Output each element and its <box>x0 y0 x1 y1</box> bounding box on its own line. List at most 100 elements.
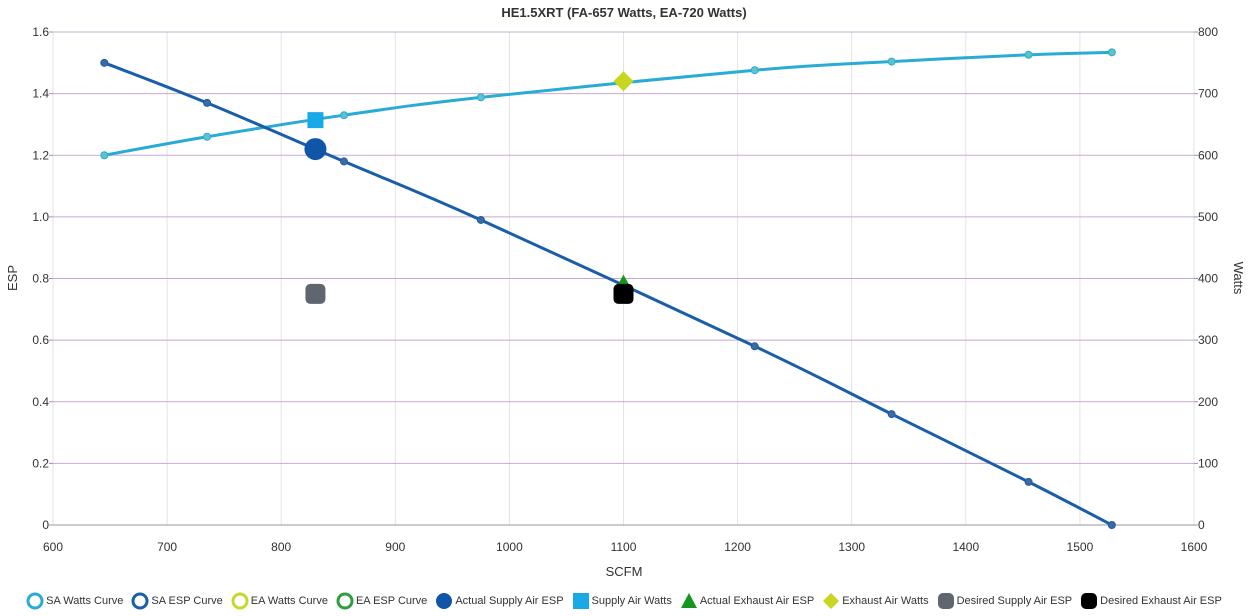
legend-label: Supply Air Watts <box>591 595 672 607</box>
y-left-tick-label: 0.2 <box>32 456 49 470</box>
x-tick-label: 1500 <box>1067 540 1094 554</box>
sa-esp-curve-point <box>887 410 896 419</box>
y-left-tick-label: 0.6 <box>32 333 49 347</box>
exhaust-air-watts-marker <box>823 593 840 609</box>
sa-watts-curve-line <box>104 50 1112 157</box>
legend-line-icon <box>131 592 149 610</box>
legend-swatch-sa-watts-curve <box>26 592 44 610</box>
x-tick-label: 1000 <box>496 540 523 554</box>
y-right-tick-label: 500 <box>1198 210 1218 224</box>
desired-exhaust-air-esp-marker <box>613 283 634 304</box>
y-right-tick-label: 700 <box>1198 87 1218 101</box>
x-tick-label: 1100 <box>611 540 637 554</box>
y-right-tick-label: 800 <box>1198 25 1218 39</box>
legend-item-sa-esp-curve[interactable]: SA ESP Curve <box>131 592 223 610</box>
legend-line-icon <box>336 592 354 610</box>
y-left-tick-label: 0 <box>42 518 49 532</box>
legend-item-desired-exhaust-air-esp[interactable]: Desired Exhaust Air ESP <box>1080 592 1222 610</box>
legend-item-desired-supply-air-esp[interactable]: Desired Supply Air ESP <box>937 592 1073 610</box>
sa-esp-curve-point <box>1107 521 1116 529</box>
series-points <box>100 48 1116 529</box>
y-right-axis-title: Watts <box>1231 262 1246 295</box>
legend-item-actual-supply-air-esp[interactable]: Actual Supply Air ESP <box>435 592 564 610</box>
chart-title: HE1.5XRT (FA-657 Watts, EA-720 Watts) <box>501 5 746 20</box>
grid-lines <box>52 31 1195 526</box>
y-left-tick-label: 1.0 <box>32 210 49 224</box>
legend-item-actual-exhaust-air-esp[interactable]: Actual Exhaust Air ESP <box>680 592 814 610</box>
legend-label: Actual Supply Air ESP <box>455 595 564 607</box>
sa-esp-curve-point <box>100 58 109 67</box>
desired-supply-air-esp-marker <box>305 283 326 304</box>
legend-label: EA ESP Curve <box>355 595 428 607</box>
y-left-tick-label: 0.8 <box>32 272 49 286</box>
y-left-axis-title: ESP <box>5 265 20 291</box>
x-tick-label: 900 <box>385 540 405 554</box>
sa-watts-curve-point <box>476 93 485 102</box>
legend-item-supply-air-watts[interactable]: Supply Air Watts <box>572 592 672 610</box>
sa-watts-curve-point <box>1024 50 1033 59</box>
chart-canvas: HE1.5XRT (FA-657 Watts, EA-720 Watts) 60… <box>5 5 1246 579</box>
legend-swatch-exhaust-air-watts <box>822 592 840 610</box>
legend-swatch-desired-exhaust-air-esp <box>1080 592 1098 610</box>
y-right-tick-label: 600 <box>1198 148 1218 162</box>
sa-watts-curve-point <box>1107 48 1116 57</box>
sa-esp-curve-point <box>203 98 212 107</box>
sa-watts-curve-point <box>887 57 896 66</box>
sa-esp-curve-point <box>1024 477 1033 486</box>
y-left-tick-label: 1.2 <box>32 148 49 162</box>
legend-label: Desired Supply Air ESP <box>956 595 1073 607</box>
x-tick-label: 800 <box>271 540 291 554</box>
x-tick-label: 1300 <box>838 540 865 554</box>
actual-supply-air-esp-marker <box>304 138 327 161</box>
sa-watts-curve-point <box>750 66 759 75</box>
sa-esp-curve-point <box>476 215 485 224</box>
chart-legend: SA Watts Curve SA ESP Curve EA Watts Curve… <box>0 588 1248 614</box>
x-tick-label: 600 <box>43 540 63 554</box>
legend-item-exhaust-air-watts[interactable]: Exhaust Air Watts <box>822 592 929 610</box>
sa-esp-curve-line <box>103 61 1113 527</box>
legend-line-icon <box>26 592 44 610</box>
axes: 600 700 800 900 1000 1100 1200 1300 1400 1500 1600… <box>32 25 1218 554</box>
legend-swatch-ea-watts-curve <box>231 592 249 610</box>
sa-watts-curve-point <box>203 132 212 141</box>
legend-swatch-ea-esp-curve <box>336 592 354 610</box>
y-left-tick-label: 0.4 <box>32 395 49 409</box>
legend-item-ea-esp-curve[interactable]: EA ESP Curve <box>336 592 427 610</box>
legend-swatch-desired-supply-air-esp <box>937 592 955 610</box>
exhaust-air-watts-marker <box>613 71 634 92</box>
legend-label: Actual Exhaust Air ESP <box>699 595 815 607</box>
sa-esp-curve-point <box>339 157 348 166</box>
y-right-tick-label: 200 <box>1198 395 1218 409</box>
legend-swatch-sa-esp-curve <box>131 592 149 610</box>
x-tick-label: 1200 <box>724 540 751 554</box>
legend-swatch-actual-exhaust-air-esp <box>680 592 698 610</box>
desired-exhaust-air-esp-marker <box>1081 593 1098 609</box>
legend-swatch-supply-air-watts <box>572 592 590 610</box>
legend-item-ea-watts-curve[interactable]: EA Watts Curve <box>231 592 328 610</box>
sa-esp-curve-point <box>750 342 759 351</box>
y-left-tick-label: 1.6 <box>32 25 49 39</box>
y-right-tick-label: 0 <box>1198 518 1205 532</box>
y-right-tick-label: 100 <box>1198 456 1218 470</box>
series-lines <box>103 50 1113 527</box>
legend-label: SA Watts Curve <box>46 595 124 607</box>
supply-air-watts-marker <box>307 112 324 129</box>
legend-label: Exhaust Air Watts <box>842 595 929 607</box>
sa-watts-curve-point <box>100 151 109 160</box>
y-right-tick-label: 400 <box>1198 272 1218 286</box>
legend-line-icon <box>231 592 249 610</box>
supply-air-watts-marker <box>572 593 589 609</box>
x-tick-label: 1400 <box>952 540 979 554</box>
desired-supply-air-esp-marker <box>937 593 954 609</box>
actual-supply-air-esp-marker <box>436 593 453 609</box>
x-tick-label: 700 <box>157 540 177 554</box>
legend-label: SA ESP Curve <box>151 595 223 607</box>
x-axis-title: SCFM <box>606 564 643 579</box>
sa-watts-curve-point <box>339 111 348 120</box>
x-tick-label: 1600 <box>1181 540 1208 554</box>
legend-swatch-actual-supply-air-esp <box>435 592 453 610</box>
y-right-tick-label: 300 <box>1198 333 1218 347</box>
legend-item-sa-watts-curve[interactable]: SA Watts Curve <box>26 592 123 610</box>
legend-label: EA Watts Curve <box>250 595 328 607</box>
actual-exhaust-air-esp-marker <box>680 593 697 608</box>
